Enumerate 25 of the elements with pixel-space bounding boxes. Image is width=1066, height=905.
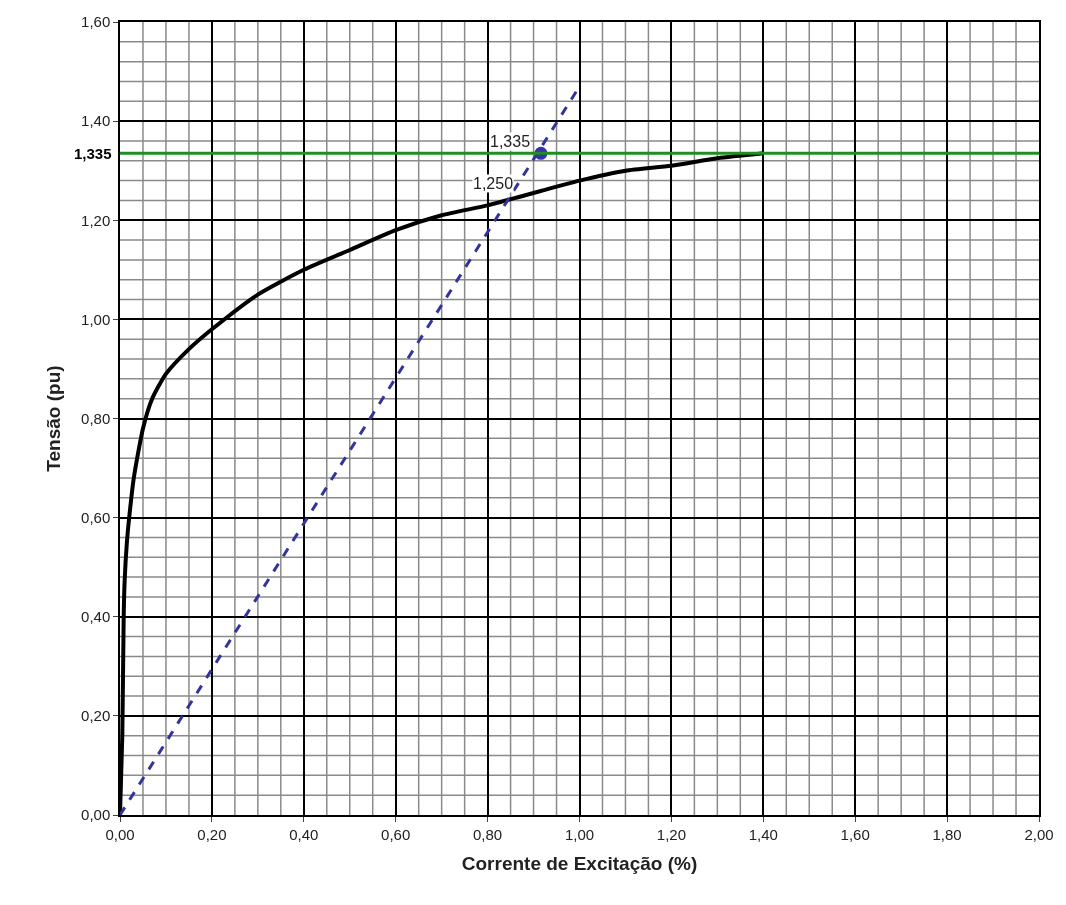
y-tick-label: 0,20 xyxy=(81,707,111,725)
x-tick-label: 0,20 xyxy=(197,825,227,843)
annotation: 1,335 xyxy=(490,133,531,150)
y-tick-label: 0,00 xyxy=(81,806,111,824)
x-tick-label: 0,00 xyxy=(105,825,135,843)
x-tick-label: 1,00 xyxy=(564,825,595,843)
x-tick-label: 2,00 xyxy=(1024,825,1054,843)
y-tick-label: 0,80 xyxy=(81,409,111,427)
x-tick-label: 0,80 xyxy=(473,825,503,843)
x-axis-title: Corrente de Excitação (%) xyxy=(461,853,698,875)
annotation: 1,250 xyxy=(473,175,514,192)
y-tick-label: 0,40 xyxy=(81,608,111,625)
y-axis-title: Tensão (pu) xyxy=(43,365,65,472)
ref-line-label: 1,335 xyxy=(74,145,112,162)
y-tick-label: 1,40 xyxy=(81,112,111,130)
x-tick-label: 1,60 xyxy=(840,825,870,843)
y-tick-label: 1,20 xyxy=(81,211,111,229)
x-tick-label: 1,40 xyxy=(748,825,778,843)
y-tick-label: 1,00 xyxy=(81,310,111,328)
x-tick-label: 1,80 xyxy=(932,825,962,843)
y-tick-label: 0,60 xyxy=(81,508,111,526)
y-tick-label: 1,60 xyxy=(81,13,111,31)
x-tick-label: 1,20 xyxy=(656,825,686,843)
x-tick-label: 0,40 xyxy=(289,825,319,843)
x-tick-label: 0,60 xyxy=(381,825,411,843)
